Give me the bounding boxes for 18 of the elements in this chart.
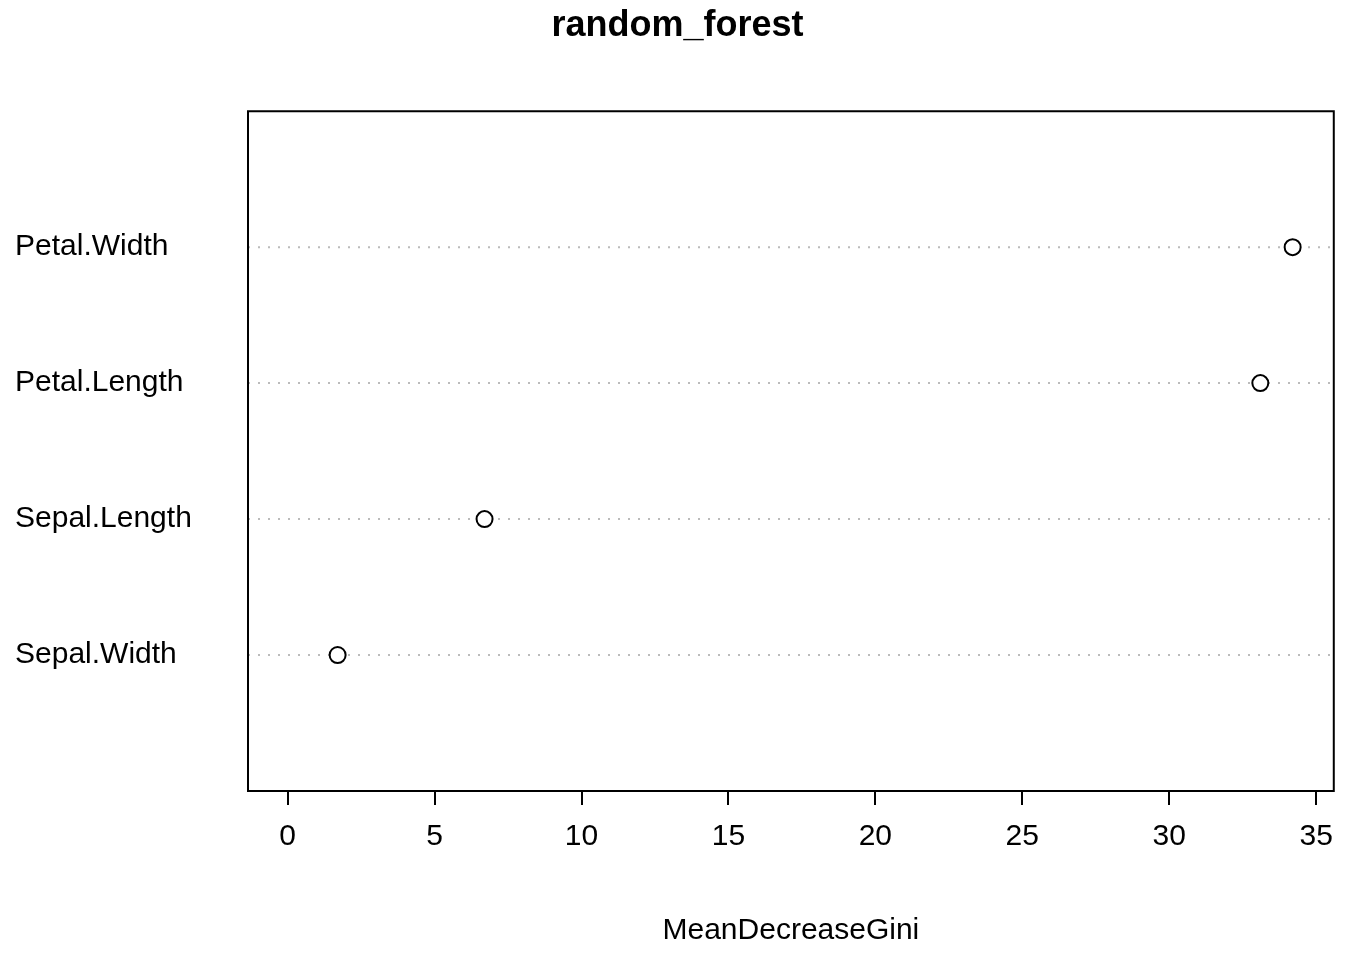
x-tick-label: 15: [711, 818, 746, 852]
point: [1251, 374, 1270, 393]
y-tick-label: Petal.Length: [15, 364, 184, 398]
x-tick-label: 35: [1299, 818, 1333, 852]
x-axis-title: MeanDecreaseGini: [662, 912, 920, 946]
point: [475, 510, 494, 529]
y-tick-label: Petal.Width: [15, 228, 169, 262]
point: [328, 646, 347, 665]
x-tick-label: 30: [1152, 818, 1186, 852]
x-tick-label: 0: [279, 818, 297, 852]
x-tick-label: 10: [564, 818, 599, 852]
y-tick-label: Sepal.Width: [15, 636, 177, 670]
y-tick-label: Sepal.Length: [15, 500, 192, 534]
point: [1283, 238, 1302, 257]
x-tick-label: 5: [426, 818, 443, 852]
x-tick-label: 25: [1005, 818, 1039, 852]
chart-title: random_forest: [551, 2, 804, 44]
x-tick-label: 20: [858, 818, 893, 852]
